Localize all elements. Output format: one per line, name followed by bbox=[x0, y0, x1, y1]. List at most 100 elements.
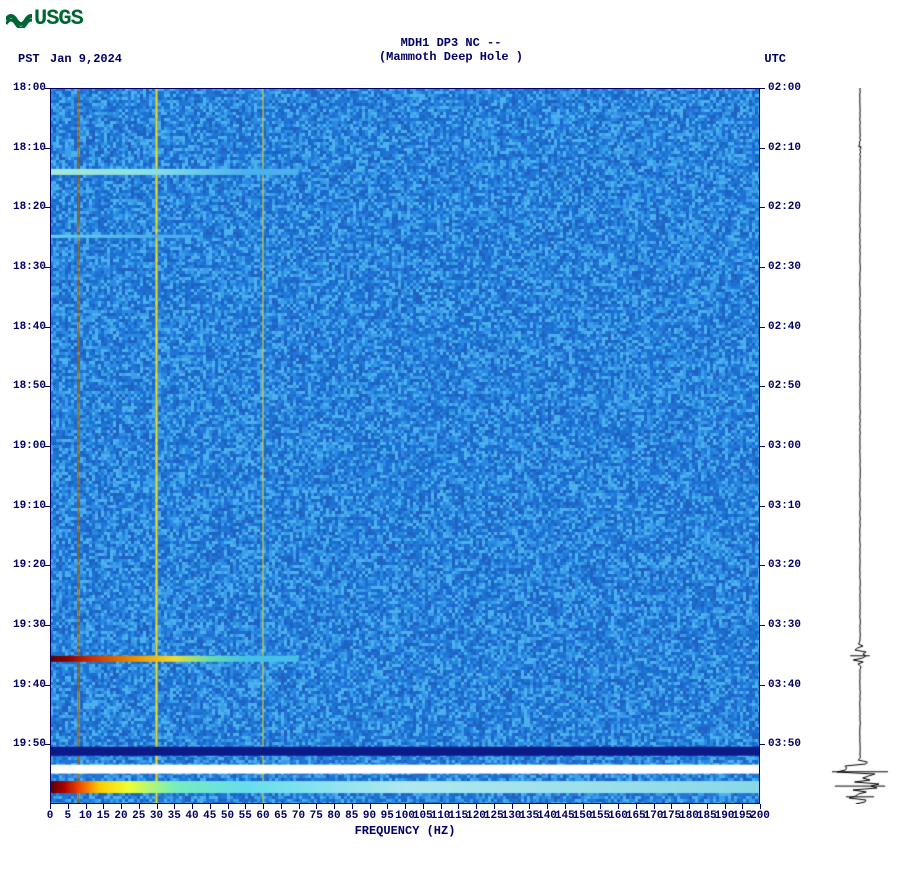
y-left-tick: 18:30 bbox=[2, 261, 46, 273]
tick-mark bbox=[299, 804, 300, 809]
x-tick: 90 bbox=[363, 810, 376, 822]
tick-mark bbox=[45, 685, 50, 686]
tick-mark bbox=[210, 804, 211, 809]
tick-mark bbox=[45, 207, 50, 208]
tick-mark bbox=[529, 804, 530, 809]
x-tick: 5 bbox=[64, 810, 71, 822]
tick-mark bbox=[370, 804, 371, 809]
tick-mark bbox=[725, 804, 726, 809]
tick-mark bbox=[334, 804, 335, 809]
y-right-tick: 03:10 bbox=[768, 500, 812, 512]
y-left-tick: 19:50 bbox=[2, 738, 46, 750]
tick-mark bbox=[50, 804, 51, 809]
tick-mark bbox=[121, 804, 122, 809]
tick-mark bbox=[760, 267, 765, 268]
y-left-tick: 18:00 bbox=[2, 82, 46, 94]
tick-mark bbox=[742, 804, 743, 809]
tick-mark bbox=[600, 804, 601, 809]
y-right-tick: 02:30 bbox=[768, 261, 812, 273]
tick-mark bbox=[387, 804, 388, 809]
tick-mark bbox=[760, 386, 765, 387]
x-tick: 20 bbox=[114, 810, 127, 822]
y-right-tick: 02:50 bbox=[768, 380, 812, 392]
y-right-tick: 03:00 bbox=[768, 440, 812, 452]
tick-mark bbox=[45, 565, 50, 566]
tick-mark bbox=[192, 804, 193, 809]
tick-mark bbox=[494, 804, 495, 809]
tick-mark bbox=[45, 386, 50, 387]
pst-label: PST bbox=[18, 52, 40, 66]
x-tick: 95 bbox=[381, 810, 394, 822]
tick-mark bbox=[228, 804, 229, 809]
y-right-tick: 03:30 bbox=[768, 619, 812, 631]
tick-mark bbox=[760, 685, 765, 686]
x-tick: 85 bbox=[345, 810, 358, 822]
tick-mark bbox=[245, 804, 246, 809]
tick-mark bbox=[45, 744, 50, 745]
x-tick: 75 bbox=[310, 810, 323, 822]
tick-mark bbox=[760, 744, 765, 745]
spectrogram-canvas bbox=[50, 88, 760, 804]
tick-mark bbox=[423, 804, 424, 809]
date-label: Jan 9,2024 bbox=[50, 52, 122, 66]
tick-mark bbox=[281, 804, 282, 809]
tick-mark bbox=[316, 804, 317, 809]
tick-mark bbox=[760, 506, 765, 507]
tick-mark bbox=[583, 804, 584, 809]
tick-mark bbox=[760, 207, 765, 208]
tick-mark bbox=[671, 804, 672, 809]
tick-mark bbox=[45, 327, 50, 328]
utc-label: UTC bbox=[764, 52, 786, 66]
tick-mark bbox=[512, 804, 513, 809]
x-tick: 60 bbox=[256, 810, 269, 822]
y-right-tick: 02:40 bbox=[768, 321, 812, 333]
seismogram-canvas bbox=[830, 88, 890, 804]
tick-mark bbox=[45, 267, 50, 268]
tick-mark bbox=[45, 148, 50, 149]
x-tick: 10 bbox=[79, 810, 92, 822]
tick-mark bbox=[618, 804, 619, 809]
y-right-tick: 03:20 bbox=[768, 559, 812, 571]
tick-mark bbox=[476, 804, 477, 809]
y-left-tick: 19:30 bbox=[2, 619, 46, 631]
y-left-tick: 19:10 bbox=[2, 500, 46, 512]
tick-mark bbox=[707, 804, 708, 809]
x-tick: 70 bbox=[292, 810, 305, 822]
tick-mark bbox=[68, 804, 69, 809]
x-tick: 50 bbox=[221, 810, 234, 822]
tick-mark bbox=[174, 804, 175, 809]
tick-mark bbox=[760, 327, 765, 328]
tick-mark bbox=[405, 804, 406, 809]
usgs-logo: USGS bbox=[6, 6, 83, 31]
x-tick: 80 bbox=[327, 810, 340, 822]
tick-mark bbox=[760, 446, 765, 447]
x-tick: 35 bbox=[168, 810, 181, 822]
tick-mark bbox=[547, 804, 548, 809]
tick-mark bbox=[760, 88, 765, 89]
tick-mark bbox=[45, 88, 50, 89]
tick-mark bbox=[760, 565, 765, 566]
y-right-tick: 02:00 bbox=[768, 82, 812, 94]
x-tick: 25 bbox=[132, 810, 145, 822]
y-left-tick: 18:40 bbox=[2, 321, 46, 333]
spectrogram-plot bbox=[50, 88, 760, 804]
tick-mark bbox=[45, 446, 50, 447]
tick-mark bbox=[45, 506, 50, 507]
tick-mark bbox=[689, 804, 690, 809]
tick-mark bbox=[636, 804, 637, 809]
x-tick: 30 bbox=[150, 810, 163, 822]
y-left-tick: 19:20 bbox=[2, 559, 46, 571]
y-left-tick: 18:50 bbox=[2, 380, 46, 392]
title-line1: MDH1 DP3 NC -- bbox=[0, 36, 902, 50]
x-tick: 40 bbox=[185, 810, 198, 822]
tick-mark bbox=[352, 804, 353, 809]
y-left-tick: 18:20 bbox=[2, 201, 46, 213]
tick-mark bbox=[760, 625, 765, 626]
tick-mark bbox=[157, 804, 158, 809]
tick-mark bbox=[103, 804, 104, 809]
x-axis-label: FREQUENCY (HZ) bbox=[50, 824, 760, 838]
tick-mark bbox=[760, 804, 761, 809]
x-tick: 65 bbox=[274, 810, 287, 822]
tick-mark bbox=[441, 804, 442, 809]
x-tick: 45 bbox=[203, 810, 216, 822]
